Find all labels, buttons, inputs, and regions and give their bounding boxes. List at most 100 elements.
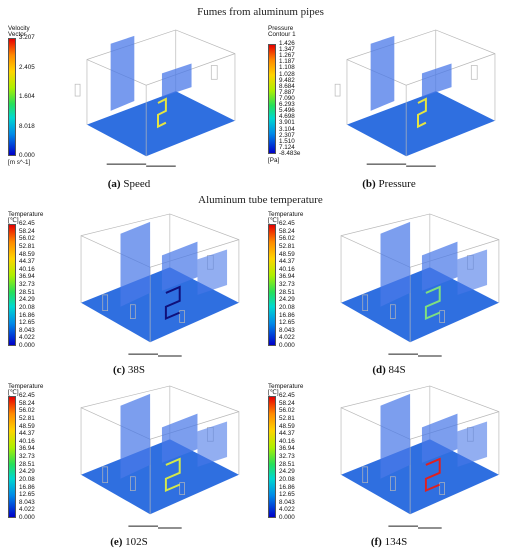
legend-tick-label: 8.043: [19, 498, 35, 506]
panel-caption-text: Pressure: [378, 178, 416, 190]
legend-unit: [m s^-1]: [8, 159, 31, 166]
aluminum-tube: [164, 285, 181, 321]
panel-tag: (a): [107, 178, 121, 190]
legend-tick-label: 36.94: [19, 273, 35, 281]
legend-tick-label: 12.65: [19, 491, 35, 499]
legend-tick-label: 1.108: [279, 64, 295, 72]
legend-tick-label: 12.65: [279, 319, 295, 327]
legend-tick-label: 56.02: [19, 235, 35, 243]
legend-tick-label: 3.207: [19, 34, 35, 41]
legend-tick-label: 1.028: [279, 70, 295, 78]
legend-title: Temperature [℃]: [268, 383, 304, 397]
panel-caption: (c) 38S: [0, 364, 258, 376]
panel-caption-text: 134S: [384, 536, 408, 548]
legend-tick-label: 58.24: [19, 227, 35, 235]
legend-tick-label: 40.16: [19, 265, 35, 273]
cfd-room-view: [334, 29, 496, 167]
legend-tick-label: 36.94: [279, 273, 295, 281]
legend-tick-label: 8.043: [279, 326, 295, 334]
aluminum-tube: [157, 97, 167, 129]
room-wireframe: [80, 385, 240, 515]
legend-tick-label: 1.187: [279, 58, 295, 66]
legend-tick-label: 48.59: [19, 422, 35, 430]
colorbar: [8, 224, 16, 346]
legend-tick-label: 4.022: [279, 334, 295, 342]
partition-wall: [120, 393, 151, 479]
legend-tick-label: 16.86: [279, 483, 295, 491]
legend-tick-label: 40.16: [19, 437, 35, 445]
legend-tick-label: 9.482: [279, 76, 295, 84]
legend-tick-label: 24.29: [19, 296, 35, 304]
legend-tick-label: 1.510: [279, 137, 295, 145]
legend-tick-label: 48.59: [279, 422, 295, 430]
legend-tick-label: -8.483e: [279, 150, 301, 157]
aluminum-tube: [424, 285, 441, 321]
legend-tick-label: 44.37: [19, 430, 35, 438]
legend-tick-label: 1.426: [279, 40, 295, 47]
partition-wall: [457, 421, 488, 467]
legend-tick-label: 7.124: [279, 143, 295, 151]
legend-title: Temperature [℃]: [268, 211, 304, 225]
cfd-room-view: [74, 29, 236, 167]
legend-tick-label: 44.37: [279, 430, 295, 438]
legend-tick-label: 3.901: [279, 119, 295, 127]
floor-plane: [346, 91, 495, 157]
legend-tick-label: 62.45: [279, 220, 295, 227]
aluminum-tube: [417, 97, 427, 129]
legend-tick-label: 40.16: [279, 265, 295, 273]
scale-bar: [366, 163, 436, 167]
cfd-room-view: [80, 385, 240, 529]
aluminum-tube: [164, 457, 181, 493]
legend-tick-label: 8.684: [279, 82, 295, 90]
color-legend: Temperature [℃] 62.45 58.24 56.02 52.81 48.59…: [8, 383, 70, 534]
scale-bar: [106, 163, 176, 167]
scale-bar: [128, 353, 182, 357]
scale-bar: [388, 525, 442, 529]
color-legend: Temperature [℃] 62.45 58.24 56.02 52.81 48.59…: [268, 211, 330, 362]
legend-tick-label: 8.018: [19, 122, 35, 130]
legend-tick-label: 32.73: [19, 281, 35, 288]
legend-tick-label: 7.887: [279, 88, 295, 96]
legend-tick-label: 44.37: [19, 258, 35, 266]
figure-panel: Temperature [℃] 62.45 58.24 56.02 52.81 48.59…: [0, 383, 258, 548]
legend-tick-label: 36.94: [279, 445, 295, 453]
legend-tick-label: 62.45: [279, 392, 295, 399]
legend-tick-label: 28.51: [279, 460, 295, 468]
panel-tag: (d): [372, 364, 386, 376]
legend-tick-label: 36.94: [19, 445, 35, 453]
legend-tick-label: 6.293: [279, 101, 295, 109]
legend-tick-label: 4.022: [279, 506, 295, 514]
colorbar: [8, 38, 16, 156]
colorbar: [268, 224, 276, 346]
legend-tick-label: 8.043: [19, 326, 35, 334]
panel-caption-text: Speed: [123, 178, 151, 190]
legend-tick-label: 20.08: [19, 475, 35, 483]
legend-tick-label: 40.16: [279, 437, 295, 445]
partition-wall: [110, 35, 135, 111]
legend-tick-label: 58.24: [19, 399, 35, 407]
panel-caption-text: 84S: [388, 364, 406, 376]
panel-caption: (b) Pressure: [260, 178, 518, 190]
partition-wall: [197, 249, 228, 295]
middle-heading: Aluminum tube temperature: [198, 194, 323, 206]
legend-tick-label: 52.81: [279, 414, 295, 422]
partition-wall: [380, 393, 411, 479]
legend-tick-label: 32.73: [279, 453, 295, 460]
panel-caption: (e) 102S: [0, 536, 258, 548]
colorbar: [268, 396, 276, 518]
legend-tick-label: 0.000: [19, 514, 35, 521]
floor-plane: [86, 91, 235, 157]
panel-tag: (c): [112, 364, 126, 376]
cfd-room-view: [80, 213, 240, 357]
legend-tick-label: 58.24: [279, 399, 295, 407]
legend-tick-label: 4.022: [19, 334, 35, 342]
legend-tick-label: 52.81: [279, 242, 295, 250]
color-legend: Pressure Contour 1 1.426 1.347 1.267 1.187 1.…: [268, 25, 330, 176]
legend-unit: [Pa]: [268, 157, 280, 164]
panel-caption-text: 38S: [127, 364, 146, 376]
scale-bar: [388, 353, 442, 357]
legend-title: Pressure Contour 1: [268, 25, 296, 39]
legend-tick-label: 1.604: [19, 93, 35, 100]
partition-wall: [457, 249, 488, 295]
legend-tick-label: 1.267: [279, 52, 295, 60]
